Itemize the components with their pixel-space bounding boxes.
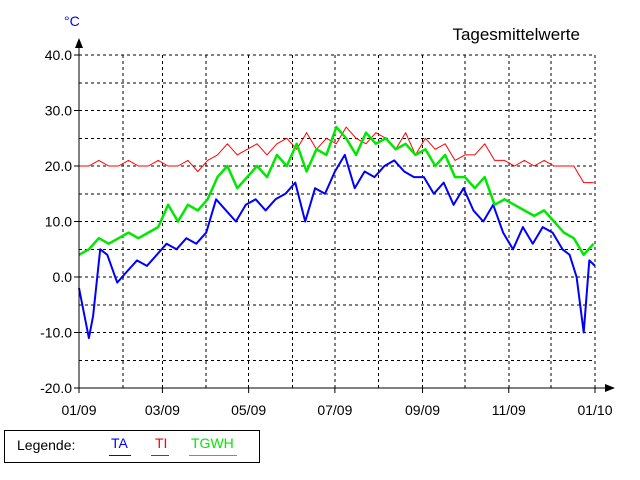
series-layer bbox=[78, 125, 596, 340]
tick-labels: 40.0 30.0 20.0 10.0 0.0 -10.0 -20.0 01/09 03/09 0… bbox=[40, 47, 613, 418]
legend: Legende: TA TI TGWH bbox=[4, 430, 260, 463]
x-tick-label: 11/09 bbox=[492, 402, 526, 418]
legend-item-tgwh: TGWH bbox=[191, 435, 234, 451]
series-line-ta bbox=[78, 153, 596, 340]
grid bbox=[79, 54, 596, 388]
x-tick-label: 09/09 bbox=[405, 402, 440, 418]
y-tick-label: -20.0 bbox=[40, 380, 72, 396]
series-line-ti bbox=[79, 126, 594, 184]
legend-swatch-ti bbox=[151, 455, 169, 456]
axes bbox=[74, 38, 615, 393]
x-tick-label: 03/09 bbox=[145, 402, 180, 418]
x-axis-arrow bbox=[605, 384, 615, 392]
y-tick-label: 40.0 bbox=[45, 47, 72, 63]
y-tick-label: 10.0 bbox=[45, 214, 72, 230]
y-axis-arrow bbox=[75, 38, 83, 48]
x-tick-label: 07/09 bbox=[317, 402, 352, 418]
y-tick-label: 0.0 bbox=[53, 269, 73, 285]
legend-swatch-tgwh bbox=[189, 455, 237, 456]
x-tick-label: 01/09 bbox=[61, 402, 96, 418]
legend-item-ti: TI bbox=[155, 435, 168, 451]
x-tick-label: 05/09 bbox=[231, 402, 266, 418]
y-tick-label: 30.0 bbox=[45, 103, 72, 119]
legend-label: Legende: bbox=[17, 437, 76, 453]
y-tick-label: -10.0 bbox=[40, 325, 72, 341]
y-tick-label: 20.0 bbox=[45, 158, 72, 174]
legend-swatch-ta bbox=[109, 455, 131, 456]
x-tick-label: 01/10 bbox=[577, 402, 612, 418]
y-axis-unit: °C bbox=[64, 13, 80, 29]
chart-title: Tagesmittelwerte bbox=[452, 25, 580, 44]
legend-item-ta: TA bbox=[111, 435, 128, 451]
series-line-tgwh bbox=[78, 125, 595, 257]
